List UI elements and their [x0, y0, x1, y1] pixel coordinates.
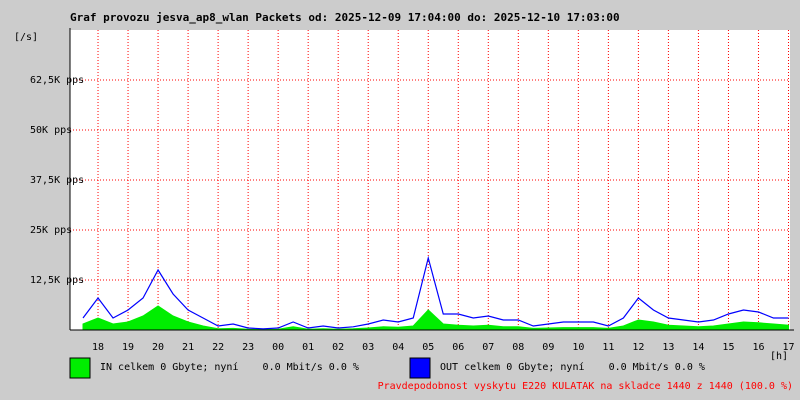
- x-tick-label: 18: [92, 342, 104, 353]
- x-tick-label: 15: [722, 342, 734, 353]
- x-tick-label: 01: [302, 342, 314, 353]
- x-tick-label: 14: [692, 342, 704, 353]
- legend-swatch: [409, 357, 431, 379]
- x-tick-label: 21: [182, 342, 194, 353]
- legend-label: IN celkem 0 Gbyte; nyní 0.0 Mbit/s 0.0 %: [100, 361, 359, 373]
- x-tick-label: 23: [242, 342, 254, 353]
- x-tick-label: 08: [512, 342, 524, 353]
- x-tick-label: 17: [782, 342, 794, 353]
- x-tick-label: 22: [212, 342, 224, 353]
- footer: Pravdepodobnost vyskytu E220 KULATAK na …: [378, 381, 793, 392]
- x-tick-label: 09: [542, 342, 554, 353]
- x-tick-label: 10: [572, 342, 584, 353]
- x-tick-label: 02: [332, 342, 344, 353]
- x-tick-label: 20: [152, 342, 164, 353]
- x-tick-label: 06: [452, 342, 464, 353]
- x-tick-label: 11: [602, 342, 614, 353]
- y-tick-label: 12,5K pps: [30, 275, 84, 286]
- legend-swatch: [69, 357, 91, 379]
- x-tick-label: 03: [362, 342, 374, 353]
- line: [82, 255, 789, 330]
- x-tick-label: 13: [662, 342, 674, 353]
- area: [82, 305, 789, 331]
- x-tick-label: 07: [482, 342, 494, 353]
- x-tick-label: 12: [632, 342, 644, 353]
- legend-label: OUT celkem 0 Gbyte; nyní 0.0 Mbit/s 0.0 …: [440, 361, 705, 373]
- x-tick-label: 16: [752, 342, 764, 353]
- y-tick-label: 62,5K pps: [30, 75, 84, 86]
- y-unit: [/s]: [14, 32, 38, 43]
- x-tick-label: 00: [272, 342, 284, 353]
- x-tick-label: 19: [122, 342, 134, 353]
- chart-title: Graf provozu jesva_ap8_wlan Packets od: …: [70, 11, 620, 24]
- y-tick-label: 37,5K pps: [30, 175, 84, 186]
- x-unit: [h]: [770, 351, 788, 362]
- x-tick-label: 05: [422, 342, 434, 353]
- y-tick-label: 50K pps: [30, 125, 72, 136]
- x-tick-label: 04: [392, 342, 404, 353]
- y-tick-label: 25K pps: [30, 225, 72, 236]
